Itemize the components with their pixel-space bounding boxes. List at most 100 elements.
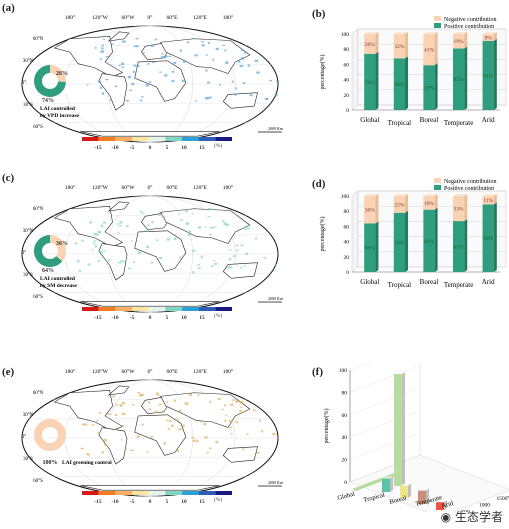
map-pixel	[160, 56, 165, 59]
map-pixel	[101, 47, 104, 50]
map-pixel	[97, 230, 102, 234]
panel-label-a: (a)	[2, 2, 15, 14]
map-pixel	[200, 255, 203, 259]
y-tick-label: 20	[344, 93, 350, 99]
latitude-label: 30°S	[23, 457, 33, 462]
donut-positive-label: 64%	[42, 268, 54, 274]
map-pixel	[129, 89, 132, 92]
map-pixel	[263, 256, 266, 259]
bar-negative-side	[434, 194, 438, 210]
legend-swatch	[115, 137, 132, 141]
map-pixel	[230, 403, 234, 406]
gridline	[349, 362, 372, 371]
panel-label-f: (f)	[312, 366, 323, 378]
x-category-label: Tropical	[388, 119, 412, 127]
map-pixel	[145, 84, 149, 87]
z-tick-label: 1500	[497, 496, 508, 502]
bar-positive-segment	[452, 221, 465, 272]
continent-shape	[222, 262, 258, 279]
map-pixel	[229, 419, 232, 422]
chart-side-wall	[351, 190, 359, 273]
bar-positive-side	[405, 210, 409, 272]
map-pixel	[186, 41, 190, 44]
map-pixel	[173, 399, 176, 402]
map-pixel	[252, 409, 256, 412]
map-pixel	[86, 453, 89, 455]
bar-positive-label: 78%	[394, 240, 405, 246]
bar-top-cap	[364, 194, 379, 196]
legend-swatch	[165, 137, 182, 141]
map-pixel	[274, 264, 277, 266]
bar-positive-label: 68%	[394, 82, 405, 88]
bar-3d-front	[418, 490, 426, 504]
map-pixel	[197, 226, 202, 229]
map-pixel	[122, 412, 126, 415]
map-pixel	[133, 64, 137, 67]
map-pixel	[169, 419, 172, 423]
bar-negative-side	[434, 32, 438, 66]
legend-tick: 5	[166, 499, 169, 505]
bar-negative-side	[464, 32, 468, 49]
continent-shape	[107, 385, 130, 396]
latitude-label: 30°N	[23, 413, 34, 418]
map-pixel	[233, 255, 237, 257]
donut-positive-label: 74%	[42, 98, 54, 104]
map-pixel	[192, 439, 196, 443]
map-pixel	[228, 266, 232, 269]
map-pixel	[114, 428, 117, 431]
map-pixel	[94, 245, 97, 248]
map-pixel	[235, 244, 239, 247]
map-pixel	[122, 40, 126, 43]
donut-chart: 36% 64%	[34, 235, 68, 274]
bar-positive-side	[434, 63, 438, 110]
map-pixel	[204, 436, 208, 439]
map-pixel	[207, 81, 210, 84]
bar-negative-segment	[423, 34, 435, 66]
map-pixel	[259, 419, 261, 422]
y-tick-label: 0	[344, 480, 347, 486]
donut-negative-slice	[50, 235, 66, 262]
map-pixel	[187, 233, 191, 236]
y-tick-label: 0	[346, 108, 349, 114]
map-pixel	[119, 224, 122, 227]
watermark-text: 生态学者	[454, 510, 503, 524]
legend-unit: (%)	[214, 312, 222, 319]
latitude-label: 60°S	[33, 479, 43, 484]
continent-shape	[98, 243, 128, 281]
continent-shape	[222, 446, 258, 463]
map-pixel	[171, 80, 175, 83]
legend-tick: 15	[199, 499, 205, 505]
map-pixel	[239, 267, 243, 269]
map-pixel	[197, 394, 200, 397]
wechat-icon: ◉	[440, 510, 452, 524]
legend-swatch	[148, 491, 166, 495]
map-pixel	[163, 442, 167, 445]
map-pixel	[137, 391, 141, 394]
donut-chart: 100%	[34, 419, 66, 466]
map-pixel	[155, 239, 159, 241]
scale-bar-label: 2000 Km	[268, 480, 284, 485]
map-pixel	[139, 393, 143, 397]
map-pixel	[84, 423, 88, 426]
legend-swatch	[198, 137, 216, 141]
map-pixel	[236, 262, 238, 266]
map-pixel	[121, 425, 125, 427]
map-pixel	[178, 213, 180, 215]
map-pixel	[173, 237, 177, 241]
map-pixel	[171, 424, 174, 427]
map-pixel	[137, 251, 142, 255]
map-pixel	[167, 428, 171, 430]
map-pixel	[210, 265, 214, 267]
color-legend: -15 -10 -5 0 5 10 15 (%)	[82, 137, 232, 151]
latitude-label: 60°N	[33, 37, 44, 42]
legend-tick: -5	[130, 315, 135, 321]
legend-tick: -15	[94, 315, 102, 321]
map-pixel	[225, 414, 228, 417]
map-pixel	[272, 433, 276, 436]
longitude-label: 180°	[223, 184, 233, 191]
map-pixel	[163, 216, 166, 219]
bar-top-cap	[423, 194, 438, 196]
map-pixel	[213, 260, 216, 262]
map-pixel	[197, 263, 200, 266]
map-pixel	[240, 48, 244, 52]
